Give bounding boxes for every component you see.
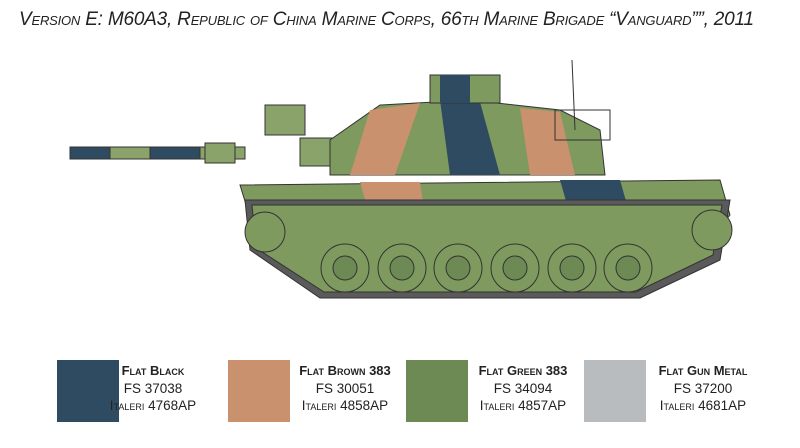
tank-illustration: [69, 59, 733, 299]
sprocket: [691, 209, 733, 251]
paint-fs: FS 37200: [673, 380, 733, 396]
paint-label: Flat Black FS 37038 Italeri 4768AP: [93, 362, 213, 415]
paint-swatch-flat-green: [406, 360, 468, 422]
page-title: Version E: M60A3, Republic of China Mari…: [19, 9, 754, 30]
paint-name: Flat Black: [121, 363, 185, 378]
paint-label: Flat Green 383 FS 34094 Italeri 4857AP: [463, 362, 583, 415]
paint-name: Flat Gun Metal: [658, 363, 748, 378]
paint-italeri: Italeri 4768AP: [109, 398, 197, 413]
idler-wheel: [244, 211, 286, 253]
paint-label: Flat Brown 383 FS 30051 Italeri 4858AP: [285, 362, 405, 415]
paint-swatch-flat-gun-metal: [584, 360, 646, 422]
paint-fs: FS 37038: [123, 380, 183, 396]
paint-italeri: Italeri 4857AP: [479, 398, 567, 413]
paint-italeri: Italeri 4858AP: [301, 398, 389, 413]
paint-fs: FS 30051: [315, 380, 375, 396]
paint-swatch-flat-black: [57, 360, 119, 422]
paint-swatch-flat-brown: [228, 360, 290, 422]
paint-fs: FS 34094: [493, 380, 553, 396]
paint-name: Flat Brown 383: [299, 363, 391, 378]
paint-name: Flat Green 383: [478, 363, 568, 378]
paint-label: Flat Gun Metal FS 37200 Italeri 4681AP: [643, 362, 763, 415]
paint-italeri: Italeri 4681AP: [659, 398, 747, 413]
